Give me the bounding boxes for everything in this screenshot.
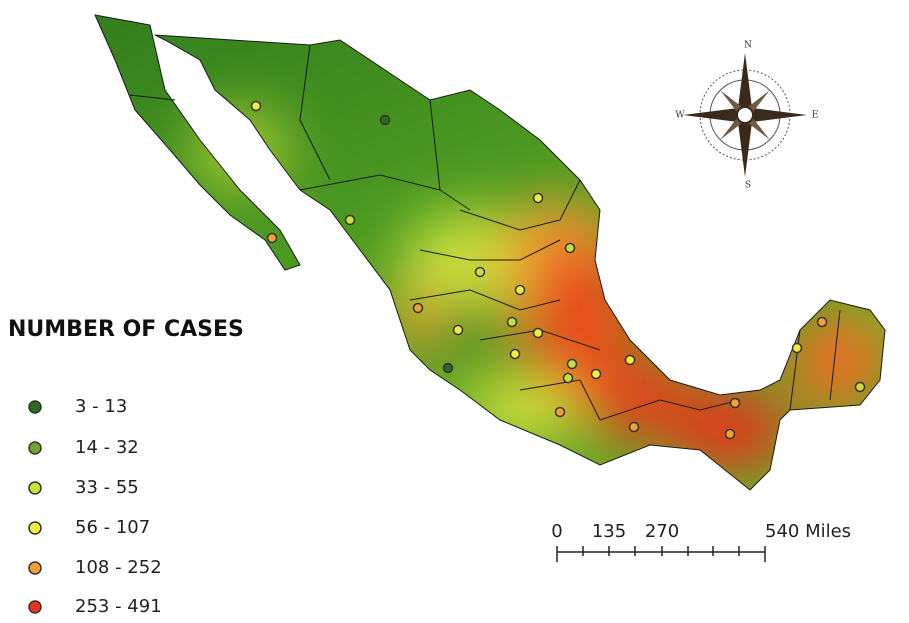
legend-label: 14 - 32 [75, 437, 139, 458]
scale-label: 0 [551, 521, 562, 542]
case-point [442, 362, 454, 374]
legend-marker [28, 561, 42, 575]
legend-marker [28, 441, 42, 455]
case-point [532, 192, 544, 204]
case-point [628, 421, 640, 433]
scale-labels: 0 135 270 540 Miles [551, 521, 851, 562]
legend-marker [28, 481, 42, 495]
scale-label: 540 Miles [765, 521, 851, 542]
legend-label: 33 - 55 [75, 477, 139, 498]
case-point [509, 348, 521, 360]
case-point [566, 358, 578, 370]
case-point [266, 232, 278, 244]
case-point [474, 266, 486, 278]
case-point [250, 100, 262, 112]
case-point [590, 368, 602, 380]
case-point [724, 428, 736, 440]
legend-marker [28, 400, 42, 414]
case-point [412, 302, 424, 314]
case-point [854, 381, 866, 393]
legend-title: NUMBER OF CASES [8, 317, 244, 342]
case-point [564, 242, 576, 254]
compass-w: W [675, 111, 685, 121]
case-point [554, 406, 566, 418]
legend-label: 108 - 252 [75, 557, 162, 578]
case-point [729, 397, 741, 409]
compass: N S W E [675, 41, 818, 191]
case-point [514, 284, 526, 296]
case-point [506, 316, 518, 328]
case-point [452, 324, 464, 336]
case-point [791, 342, 803, 354]
case-points [250, 100, 866, 440]
legend-label: 56 - 107 [75, 517, 150, 538]
legend-marker [28, 600, 42, 614]
scale-label: 135 [592, 521, 626, 542]
case-point [532, 327, 544, 339]
case-point [379, 114, 391, 126]
compass-n: N [744, 41, 752, 51]
case-point [562, 372, 574, 384]
borders [94, 14, 886, 491]
legend-label: 3 - 13 [75, 396, 127, 417]
legend-label: 253 - 491 [75, 596, 162, 617]
case-point [624, 354, 636, 366]
case-point [816, 316, 828, 328]
compass-s: S [745, 181, 751, 191]
scale-label: 270 [645, 521, 679, 542]
legend: 3 - 13 14 - 32 33 - 55 56 - 107 108 - 252 253… [28, 396, 162, 617]
legend-marker [28, 521, 42, 535]
case-point [344, 214, 356, 226]
compass-e: E [812, 111, 819, 121]
